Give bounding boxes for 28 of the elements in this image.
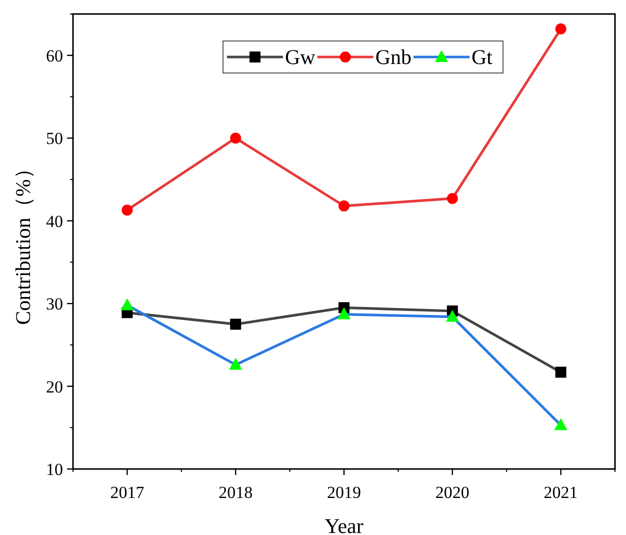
y-tick-label: 20: [46, 377, 63, 396]
point: [338, 307, 350, 320]
x-tick-label: 2021: [544, 483, 578, 502]
x-tick-label: 2018: [218, 483, 253, 502]
y-tick-label: 40: [46, 212, 63, 231]
legend-label: Gt: [472, 45, 493, 69]
y-axis-title: Contribution（%）: [11, 158, 35, 325]
x-tick-label: 2017: [110, 483, 145, 502]
y-tick-label: 60: [46, 46, 63, 66]
point: [446, 192, 458, 204]
point: [122, 204, 133, 216]
point: [230, 318, 242, 330]
point: [555, 366, 566, 378]
point: [555, 23, 566, 34]
y-tick-label: 50: [46, 129, 63, 148]
y-tick-label: 10: [46, 460, 63, 479]
x-axis-title: Year: [324, 514, 364, 535]
point: [229, 358, 242, 370]
point: [446, 310, 459, 322]
point: [120, 298, 134, 310]
point: [554, 418, 568, 430]
legend-label: Gnb: [375, 45, 412, 69]
point: [338, 200, 350, 212]
x-tick-label: 2019: [327, 483, 361, 502]
x-tick-label: 2020: [435, 483, 470, 502]
legend-label: Gw: [285, 45, 316, 69]
y-tick-label: 30: [46, 294, 63, 314]
point: [230, 132, 242, 144]
